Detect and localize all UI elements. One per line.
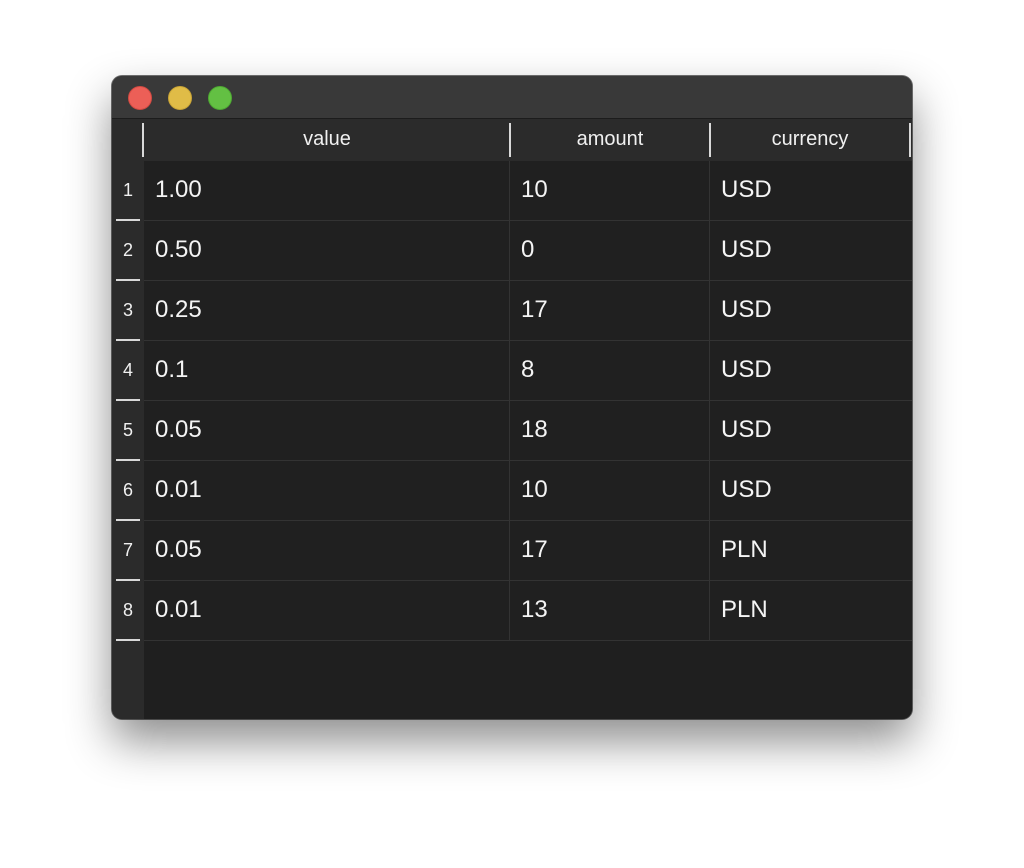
row-number: 2 — [122, 240, 133, 260]
table-row[interactable]: 0.25 17 USD — [144, 281, 912, 341]
cell-value[interactable]: 0.1 — [144, 341, 510, 400]
cell-value[interactable]: 1.00 — [144, 161, 510, 220]
row-number: 8 — [122, 600, 133, 620]
row-number: 5 — [122, 420, 133, 440]
table-row[interactable]: 1.00 10 USD — [144, 161, 912, 221]
table-row[interactable]: 0.01 13 PLN — [144, 581, 912, 641]
column-divider[interactable] — [909, 123, 911, 157]
cell-currency[interactable]: USD — [721, 296, 772, 323]
row-header[interactable]: 5 — [112, 401, 144, 461]
cell-currency[interactable]: USD — [721, 176, 772, 203]
cell-currency[interactable]: USD — [721, 416, 772, 443]
cell-value[interactable]: 0.50 — [144, 221, 510, 280]
row-header[interactable]: 8 — [112, 581, 144, 641]
cell-amount[interactable]: 17 — [510, 281, 710, 340]
column-divider[interactable] — [142, 123, 144, 157]
cell-amount[interactable]: 13 — [510, 581, 710, 640]
cell-currency[interactable]: USD — [721, 476, 772, 503]
cell-value[interactable]: 0.25 — [144, 281, 510, 340]
row-divider[interactable] — [116, 519, 140, 521]
row-divider[interactable] — [116, 459, 140, 461]
row-header-column: 1 2 3 4 5 6 7 8 — [112, 161, 144, 719]
maximize-window-button[interactable] — [208, 86, 232, 110]
row-number: 7 — [122, 540, 133, 560]
row-header[interactable]: 1 — [112, 161, 144, 221]
cell-currency[interactable]: USD — [721, 236, 772, 263]
row-header[interactable]: 6 — [112, 461, 144, 521]
minimize-window-button[interactable] — [168, 86, 192, 110]
table-row[interactable]: 0.1 8 USD — [144, 341, 912, 401]
column-header-currency[interactable]: currency — [771, 128, 849, 150]
row-divider[interactable] — [116, 579, 140, 581]
cell-currency[interactable]: PLN — [721, 536, 768, 563]
column-divider[interactable] — [709, 123, 711, 157]
column-header-value[interactable]: value — [303, 128, 351, 150]
cell-amount[interactable]: 10 — [510, 461, 710, 520]
title-bar[interactable] — [112, 76, 912, 119]
row-divider[interactable] — [116, 279, 140, 281]
cell-amount[interactable]: 17 — [510, 521, 710, 580]
row-header[interactable]: 4 — [112, 341, 144, 401]
row-number: 3 — [122, 300, 133, 320]
table-row[interactable]: 0.50 0 USD — [144, 221, 912, 281]
row-divider[interactable] — [116, 399, 140, 401]
row-number: 6 — [122, 480, 133, 500]
column-divider[interactable] — [509, 123, 511, 157]
table-corner[interactable] — [112, 119, 144, 161]
cell-value[interactable]: 0.01 — [144, 461, 510, 520]
cell-amount[interactable]: 0 — [510, 221, 710, 280]
cell-value[interactable]: 0.05 — [144, 401, 510, 460]
cell-value[interactable]: 0.05 — [144, 521, 510, 580]
row-divider[interactable] — [116, 639, 140, 641]
cell-amount[interactable]: 18 — [510, 401, 710, 460]
row-number: 4 — [122, 360, 133, 380]
row-header[interactable]: 2 — [112, 221, 144, 281]
table-header-row: value amount currency — [112, 119, 912, 161]
cell-currency[interactable]: USD — [721, 356, 772, 383]
table-row[interactable]: 0.05 18 USD — [144, 401, 912, 461]
table-row[interactable]: 0.01 10 USD — [144, 461, 912, 521]
cell-currency[interactable]: PLN — [721, 596, 768, 623]
row-divider[interactable] — [116, 219, 140, 221]
cell-amount[interactable]: 10 — [510, 161, 710, 220]
row-number: 1 — [122, 180, 133, 200]
column-header-amount[interactable]: amount — [576, 128, 644, 150]
table-row[interactable]: 0.05 17 PLN — [144, 521, 912, 581]
close-window-button[interactable] — [128, 86, 152, 110]
cell-amount[interactable]: 8 — [510, 341, 710, 400]
row-divider[interactable] — [116, 339, 140, 341]
cell-value[interactable]: 0.01 — [144, 581, 510, 640]
row-header[interactable]: 3 — [112, 281, 144, 341]
row-header[interactable]: 7 — [112, 521, 144, 581]
